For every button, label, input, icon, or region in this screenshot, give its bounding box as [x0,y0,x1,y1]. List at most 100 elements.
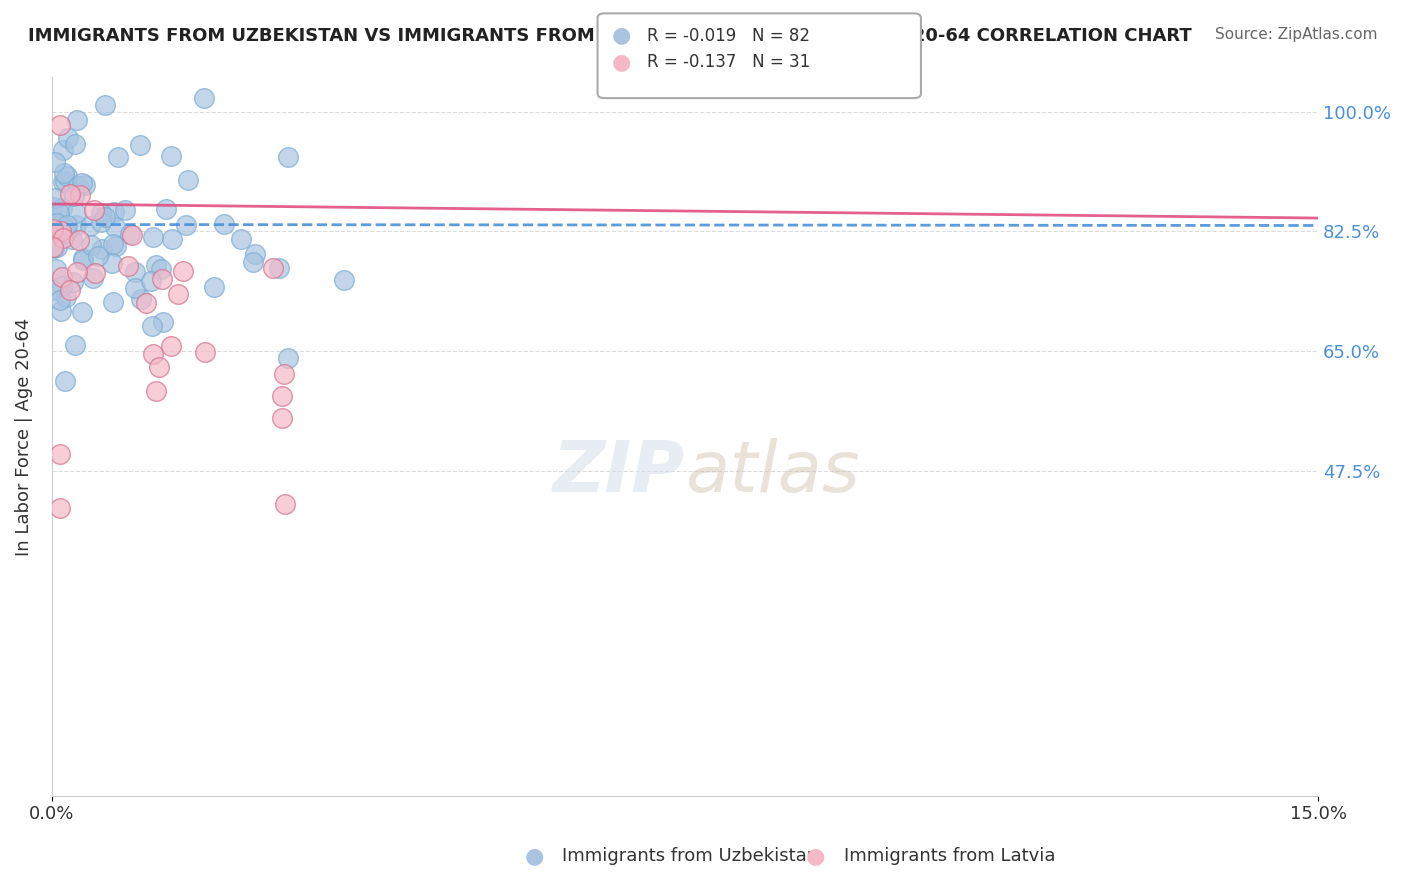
Point [262,260,284,275]
Point [45,226,67,240]
Point [160,148,183,162]
Point [67,179,90,194]
Point [63,338,86,352]
Point [176,173,198,187]
Point [193,91,215,105]
Point [66,113,89,128]
Point [148,359,170,374]
Point [51,201,73,215]
Point [56,169,79,183]
Point [49,224,72,238]
Point [65,205,87,219]
Point [82,271,104,285]
Point [93,97,115,112]
Point [62,276,84,290]
Point [49,119,72,133]
Text: IMMIGRANTS FROM UZBEKISTAN VS IMMIGRANTS FROM LATVIA IN LABOR FORCE | AGE 20-64 : IMMIGRANTS FROM UZBEKISTAN VS IMMIGRANTS… [28,27,1192,45]
Point [273,367,295,381]
Point [60,232,83,246]
Point [84,266,107,280]
Point [87,249,110,263]
Point [103,204,125,219]
Point [46,240,69,254]
Point [142,346,165,360]
Point [49,501,72,516]
Point [129,137,152,152]
Point [271,389,294,403]
Point [49,293,72,308]
Point [42,200,65,214]
Point [63,188,86,202]
Point [333,273,356,287]
Point [271,410,294,425]
Point [51,270,73,285]
Point [65,218,87,232]
Point [162,232,184,246]
Point [52,175,75,189]
Point [70,176,93,190]
Point [49,304,72,318]
Point [107,150,129,164]
Point [152,315,174,329]
Point [167,287,190,301]
Point [90,214,112,228]
Point [44,154,66,169]
Point [202,280,225,294]
Text: ZIP: ZIP [553,438,685,507]
Point [124,265,146,279]
Point [67,234,90,248]
Text: R = -0.137   N = 31: R = -0.137 N = 31 [647,54,810,71]
Text: Immigrants from Latvia: Immigrants from Latvia [844,847,1054,865]
Point [118,227,141,241]
Point [55,174,77,188]
Point [80,237,103,252]
Point [103,236,125,251]
Point [42,241,65,255]
Point [69,187,91,202]
Point [274,497,297,511]
Point [124,281,146,295]
Point [277,351,299,365]
Point [79,219,101,233]
Point [41,283,63,297]
Text: ●: ● [612,26,631,45]
Text: ●: ● [806,847,825,866]
Point [55,290,77,304]
Point [145,258,167,272]
Point [56,131,79,145]
Point [45,262,67,277]
Point [104,220,127,235]
Point [73,178,96,192]
Point [150,262,173,277]
Point [72,253,94,268]
Point [66,265,89,279]
Point [141,318,163,333]
Point [58,187,80,202]
Point [41,222,63,236]
Point [103,295,125,310]
Text: Source: ZipAtlas.com: Source: ZipAtlas.com [1215,27,1378,42]
Point [150,271,173,285]
Point [52,230,75,244]
Point [172,264,194,278]
Point [242,255,264,269]
Point [141,274,163,288]
Text: atlas: atlas [685,438,859,507]
Point [277,150,299,164]
Point [243,247,266,261]
Point [44,191,66,205]
Point [194,345,217,359]
Point [135,295,157,310]
Point [212,217,235,231]
Point [94,210,117,224]
Point [155,202,177,217]
Text: Immigrants from Uzbekistan: Immigrants from Uzbekistan [562,847,818,865]
Text: ●: ● [524,847,544,866]
Point [101,256,124,270]
Point [141,230,163,244]
Text: R = -0.019   N = 82: R = -0.019 N = 82 [647,27,810,45]
Point [63,136,86,151]
Point [53,165,76,179]
Point [46,223,69,237]
Point [104,238,127,252]
